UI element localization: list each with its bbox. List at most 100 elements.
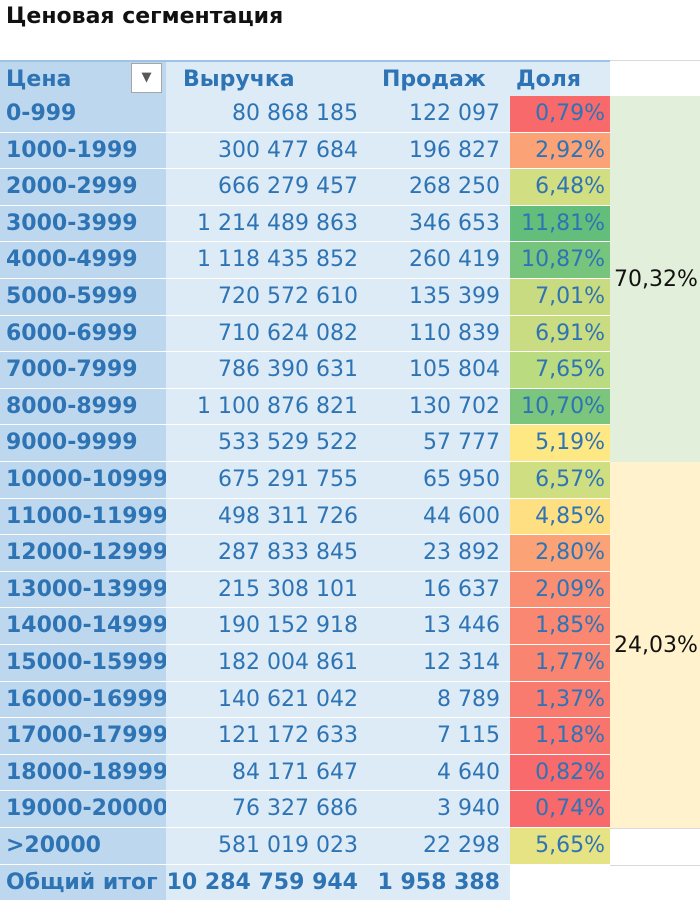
share-cell[interactable]: 11,81% <box>510 205 610 243</box>
sales-cell[interactable]: 3 940 <box>372 791 510 828</box>
column-header-sales[interactable]: Продаж <box>372 60 510 96</box>
price-range-cell[interactable]: 13000-13999 <box>0 571 168 609</box>
price-range-cell[interactable]: 4000-4999 <box>0 242 166 279</box>
sales-cell[interactable]: 44 600 <box>372 498 510 536</box>
price-range-cell[interactable]: 11000-11999 <box>0 498 168 536</box>
share-cell[interactable]: 1,85% <box>510 608 610 645</box>
share-cell[interactable]: 4,85% <box>510 498 610 536</box>
grid-line <box>610 60 700 61</box>
pivot-table: Цена ▼ Выручка Продаж Доля 0-999 80 868 1… <box>0 60 700 901</box>
share-cell[interactable]: 7,01% <box>510 279 610 316</box>
sales-cell[interactable]: 65 950 <box>372 462 510 499</box>
share-cell[interactable]: 5,19% <box>510 425 610 462</box>
share-cell[interactable]: 1,37% <box>510 681 610 719</box>
price-range-cell[interactable]: 18000-18999 <box>0 754 168 792</box>
revenue-cell[interactable]: 190 152 918 <box>166 608 372 645</box>
revenue-cell[interactable]: 182 004 861 <box>166 645 372 682</box>
sales-cell[interactable]: 4 640 <box>372 754 510 792</box>
sales-cell[interactable]: 8 789 <box>372 681 510 719</box>
revenue-cell[interactable]: 1 100 876 821 <box>166 388 372 426</box>
price-range-cell[interactable]: 19000-20000 <box>0 791 168 828</box>
price-range-cell[interactable]: 8000-8999 <box>0 388 166 426</box>
sales-cell[interactable]: 16 637 <box>372 571 510 609</box>
share-cell[interactable]: 6,48% <box>510 169 610 206</box>
price-range-cell[interactable]: 6000-6999 <box>0 315 166 353</box>
revenue-cell[interactable]: 121 172 633 <box>166 718 372 755</box>
grand-total-row: Общий итог 10 284 759 944 1 958 388 <box>0 864 610 901</box>
share-cell[interactable]: 0,82% <box>510 754 610 792</box>
share-cell[interactable]: 7,65% <box>510 352 610 389</box>
revenue-cell[interactable]: 287 833 845 <box>166 535 372 572</box>
segment-share-cell[interactable]: 24,03% <box>610 462 700 828</box>
sales-cell[interactable]: 22 298 <box>372 828 510 865</box>
revenue-cell[interactable]: 710 624 082 <box>166 315 372 353</box>
share-cell[interactable]: 10,70% <box>510 388 610 426</box>
sales-cell[interactable]: 196 827 <box>372 132 510 170</box>
grand-total-sales[interactable]: 1 958 388 <box>372 864 510 901</box>
price-range-cell[interactable]: 0-999 <box>0 96 166 133</box>
revenue-cell[interactable]: 533 529 522 <box>166 425 372 462</box>
sales-cell[interactable]: 260 419 <box>372 242 510 279</box>
sales-cell[interactable]: 23 892 <box>372 535 510 572</box>
table-row: 4000-4999 1 118 435 852 260 419 10,87% <box>0 242 610 279</box>
share-cell[interactable]: 1,18% <box>510 718 610 755</box>
revenue-cell[interactable]: 140 621 042 <box>166 681 372 719</box>
price-range-cell[interactable]: 15000-15999 <box>0 645 168 682</box>
price-range-cell[interactable]: 5000-5999 <box>0 279 166 316</box>
table-row: 10000-10999 675 291 755 65 950 6,57% <box>0 462 610 499</box>
column-header-share[interactable]: Доля <box>510 60 610 96</box>
sales-cell[interactable]: 13 446 <box>372 608 510 645</box>
sales-cell[interactable]: 130 702 <box>372 388 510 426</box>
sales-cell[interactable]: 135 399 <box>372 279 510 316</box>
share-cell[interactable]: 0,79% <box>510 96 610 133</box>
revenue-cell[interactable]: 675 291 755 <box>166 462 372 499</box>
grand-total-revenue[interactable]: 10 284 759 944 <box>166 864 372 901</box>
table-row: 12000-12999 287 833 845 23 892 2,80% <box>0 535 610 572</box>
share-cell[interactable]: 2,09% <box>510 571 610 609</box>
share-cell[interactable]: 5,65% <box>510 828 610 865</box>
revenue-cell[interactable]: 666 279 457 <box>166 169 372 206</box>
revenue-cell[interactable]: 786 390 631 <box>166 352 372 389</box>
price-range-cell[interactable]: 7000-7999 <box>0 352 166 389</box>
sales-cell[interactable]: 12 314 <box>372 645 510 682</box>
price-range-cell[interactable]: 14000-14999 <box>0 608 168 645</box>
share-cell[interactable]: 2,92% <box>510 132 610 170</box>
revenue-cell[interactable]: 581 019 023 <box>166 828 372 865</box>
revenue-cell[interactable]: 215 308 101 <box>166 571 372 609</box>
revenue-cell[interactable]: 1 214 489 863 <box>166 205 372 243</box>
share-cell[interactable]: 1,77% <box>510 645 610 682</box>
sales-cell[interactable]: 57 777 <box>372 425 510 462</box>
grand-total-label[interactable]: Общий итог <box>0 864 166 901</box>
segment-share-cell[interactable]: 70,32% <box>610 96 700 462</box>
price-range-cell[interactable]: 17000-17999 <box>0 718 168 755</box>
sales-cell[interactable]: 110 839 <box>372 315 510 353</box>
filter-dropdown-button[interactable]: ▼ <box>131 63 162 93</box>
price-range-cell[interactable]: 16000-16999 <box>0 681 168 719</box>
revenue-cell[interactable]: 76 327 686 <box>166 791 372 828</box>
column-header-revenue[interactable]: Выручка <box>166 60 372 96</box>
price-range-cell[interactable]: 2000-2999 <box>0 169 166 206</box>
revenue-cell[interactable]: 80 868 185 <box>166 96 372 133</box>
share-cell[interactable]: 6,91% <box>510 315 610 353</box>
share-cell[interactable]: 0,74% <box>510 791 610 828</box>
price-range-cell[interactable]: 12000-12999 <box>0 535 168 572</box>
revenue-cell[interactable]: 84 171 647 <box>166 754 372 792</box>
price-range-cell[interactable]: 3000-3999 <box>0 205 166 243</box>
price-range-cell[interactable]: 1000-1999 <box>0 132 166 170</box>
price-range-cell[interactable]: >20000 <box>0 828 166 865</box>
sales-cell[interactable]: 346 653 <box>372 205 510 243</box>
price-range-cell[interactable]: 10000-10999 <box>0 462 168 499</box>
sales-cell[interactable]: 105 804 <box>372 352 510 389</box>
sales-cell[interactable]: 7 115 <box>372 718 510 755</box>
revenue-cell[interactable]: 720 572 610 <box>166 279 372 316</box>
revenue-cell[interactable]: 1 118 435 852 <box>166 242 372 279</box>
table-row: 6000-6999 710 624 082 110 839 6,91% <box>0 315 610 353</box>
share-cell[interactable]: 2,80% <box>510 535 610 572</box>
revenue-cell[interactable]: 498 311 726 <box>166 498 372 536</box>
revenue-cell[interactable]: 300 477 684 <box>166 132 372 170</box>
share-cell[interactable]: 6,57% <box>510 462 610 499</box>
price-range-cell[interactable]: 9000-9999 <box>0 425 166 462</box>
share-cell[interactable]: 10,87% <box>510 242 610 279</box>
sales-cell[interactable]: 122 097 <box>372 96 510 133</box>
sales-cell[interactable]: 268 250 <box>372 169 510 206</box>
